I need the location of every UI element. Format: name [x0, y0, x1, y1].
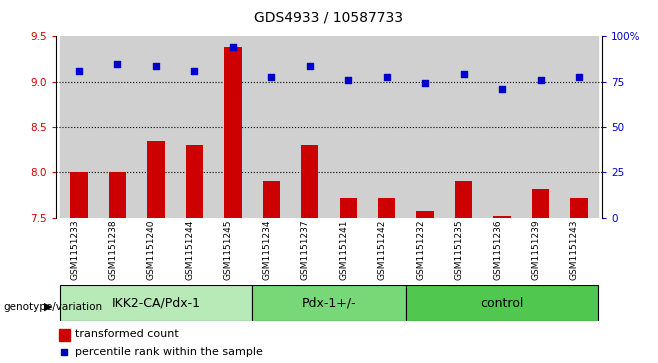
Text: GSM1151241: GSM1151241 — [340, 220, 348, 280]
Bar — [98, 36, 137, 218]
Point — [305, 63, 315, 69]
Point — [74, 68, 84, 74]
Bar — [70, 172, 88, 218]
Bar — [532, 189, 549, 218]
Point — [189, 68, 199, 74]
Bar — [455, 182, 472, 218]
Text: GSM1151244: GSM1151244 — [186, 220, 194, 280]
Text: GSM1151234: GSM1151234 — [263, 220, 271, 280]
Bar — [301, 145, 318, 218]
Text: GSM1151245: GSM1151245 — [224, 220, 233, 280]
Text: percentile rank within the sample: percentile rank within the sample — [75, 347, 263, 357]
Text: GSM1151242: GSM1151242 — [378, 220, 387, 280]
Bar — [59, 329, 70, 341]
Bar — [378, 198, 395, 218]
Text: control: control — [480, 297, 524, 310]
Text: genotype/variation: genotype/variation — [3, 302, 103, 312]
Bar — [340, 198, 357, 218]
Bar — [521, 36, 560, 218]
Point — [382, 74, 392, 80]
Bar — [60, 285, 252, 321]
Point — [535, 77, 545, 83]
Text: GSM1151232: GSM1151232 — [416, 220, 425, 280]
Point — [266, 74, 276, 80]
Text: GSM1151237: GSM1151237 — [301, 220, 310, 281]
Bar — [263, 182, 280, 218]
Point — [228, 44, 238, 50]
Text: GSM1151235: GSM1151235 — [455, 220, 464, 281]
Point — [151, 63, 161, 69]
Bar — [147, 140, 164, 218]
Bar — [186, 145, 203, 218]
Point — [459, 72, 469, 77]
Bar — [291, 36, 329, 218]
Text: GDS4933 / 10587733: GDS4933 / 10587733 — [255, 11, 403, 25]
Bar — [109, 172, 126, 218]
Point — [420, 81, 430, 86]
Text: GSM1151243: GSM1151243 — [570, 220, 579, 280]
Bar — [224, 47, 241, 218]
Point — [497, 86, 507, 92]
Bar — [60, 36, 98, 218]
Text: GSM1151238: GSM1151238 — [109, 220, 118, 281]
Text: Pdx-1+/-: Pdx-1+/- — [301, 297, 357, 310]
Text: GSM1151233: GSM1151233 — [70, 220, 79, 281]
Bar — [483, 36, 521, 218]
Point — [262, 238, 272, 244]
Point — [574, 74, 584, 80]
Bar — [406, 285, 598, 321]
Bar — [137, 36, 175, 218]
Bar — [570, 198, 588, 218]
Text: transformed count: transformed count — [75, 329, 179, 339]
Bar — [444, 36, 483, 218]
Bar — [417, 211, 434, 218]
Text: GSM1151239: GSM1151239 — [532, 220, 540, 281]
Text: ▶: ▶ — [44, 302, 53, 312]
Bar — [367, 36, 406, 218]
Text: GSM1151236: GSM1151236 — [493, 220, 502, 281]
Point — [113, 61, 123, 66]
Bar — [252, 36, 291, 218]
Text: IKK2-CA/Pdx-1: IKK2-CA/Pdx-1 — [111, 297, 201, 310]
Bar — [494, 216, 511, 218]
Bar — [329, 36, 367, 218]
Bar — [214, 36, 252, 218]
Bar — [406, 36, 444, 218]
Bar — [560, 36, 598, 218]
Bar — [252, 285, 406, 321]
Text: GSM1151240: GSM1151240 — [147, 220, 156, 280]
Bar — [175, 36, 214, 218]
Point — [343, 77, 353, 83]
